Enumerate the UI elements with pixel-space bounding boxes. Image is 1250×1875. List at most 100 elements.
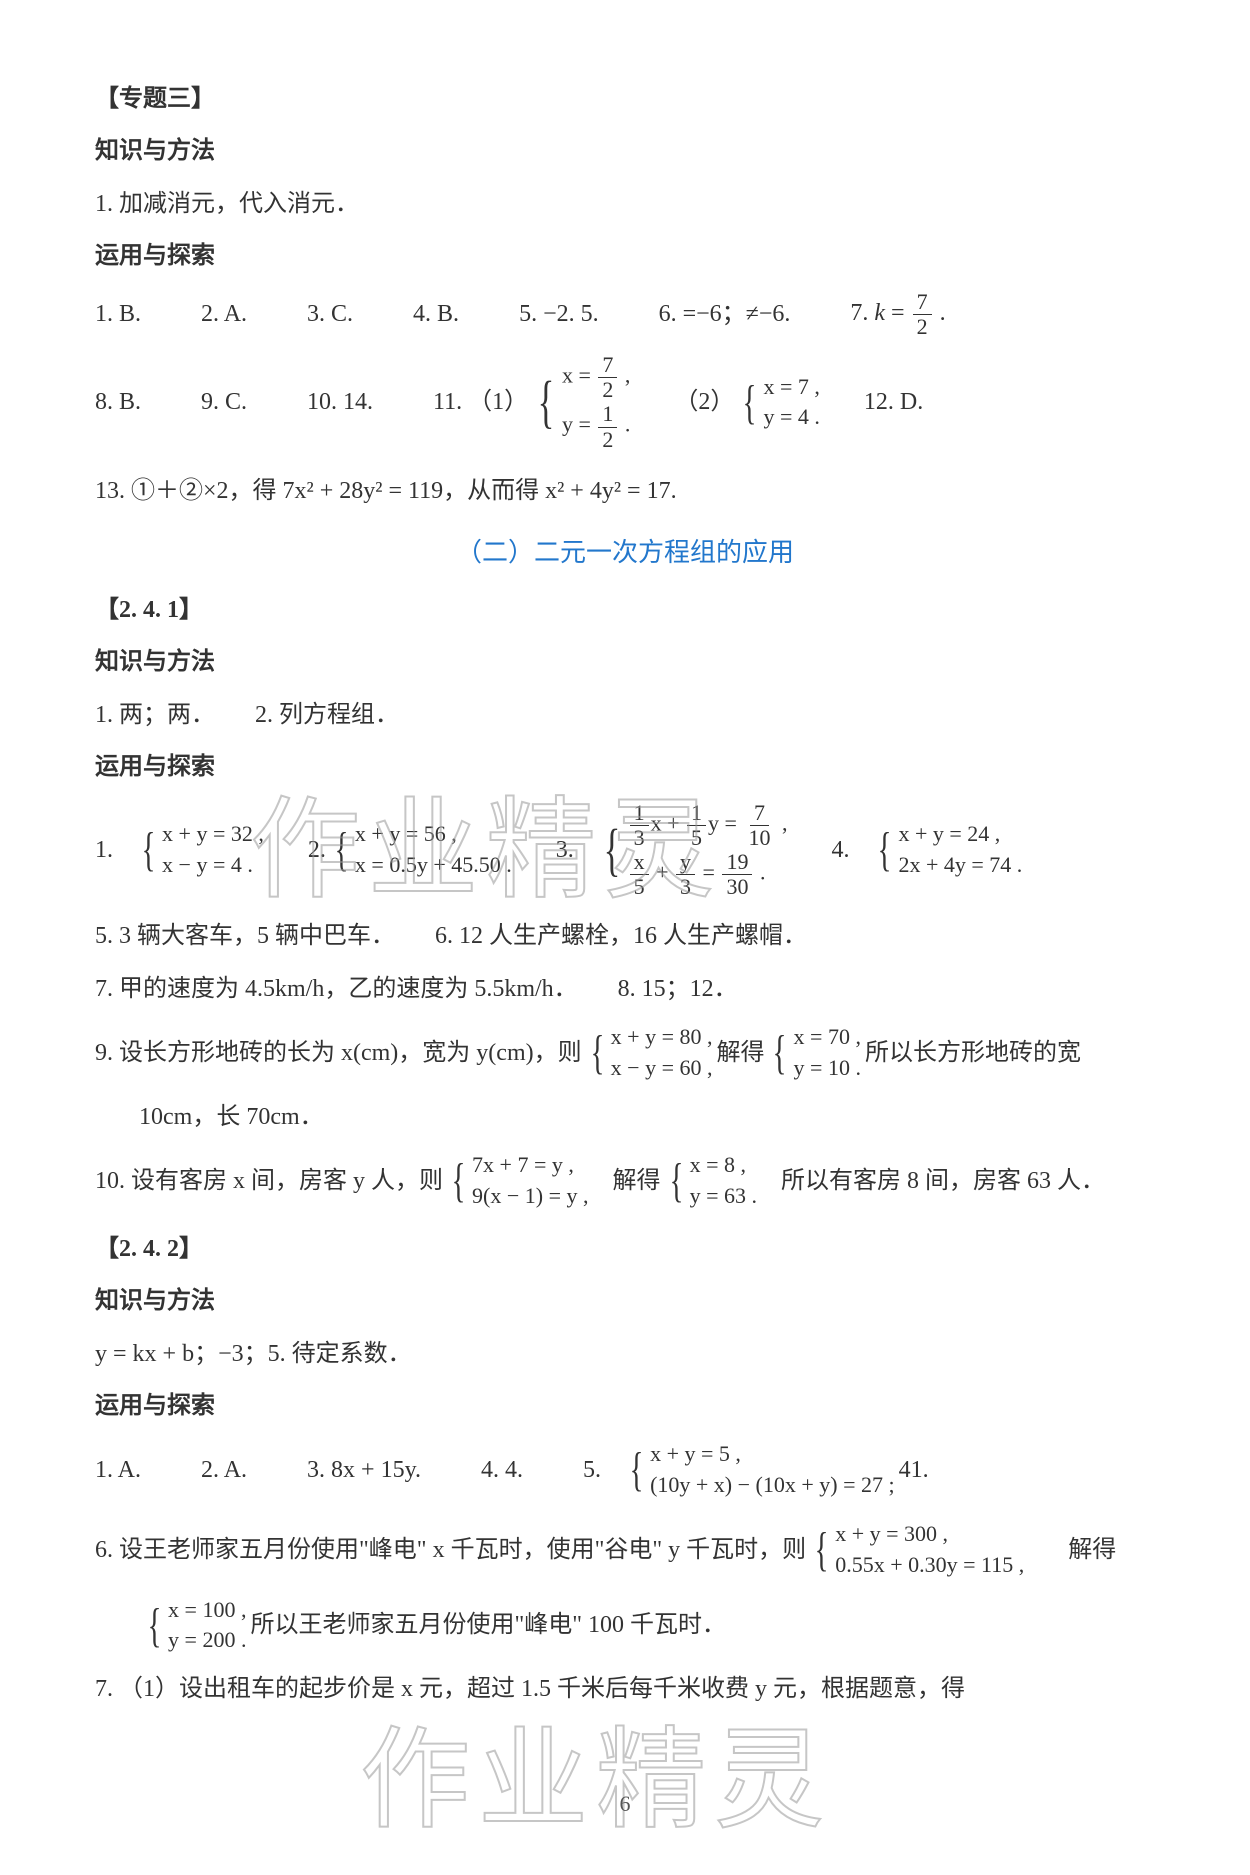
- denominator: 3: [630, 826, 649, 850]
- answer: （2）: [674, 383, 734, 421]
- text: .: [754, 860, 765, 885]
- fraction: x5: [630, 850, 649, 899]
- numerator: 7: [913, 290, 932, 315]
- s242-r1: 1. A. 2. A. 3. 8x + 15y. 4. 4. 5. {x + y…: [95, 1439, 1155, 1501]
- denominator: 5: [630, 875, 649, 899]
- equation-system: {x = 70 ,y = 10 .: [768, 1022, 860, 1084]
- equation-row: x + y = 300 ,: [835, 1519, 1024, 1550]
- text: 所以有客房 8 间，房客 63 人．: [781, 1162, 1105, 1200]
- numerator: y: [676, 850, 695, 875]
- s242-sub1: 知识与方法: [95, 1282, 1155, 1320]
- fraction: 12: [598, 402, 617, 451]
- text: x +: [651, 810, 685, 835]
- equation-row: y = 200 .: [168, 1625, 246, 1656]
- equation-row: x = 100 ,: [168, 1595, 246, 1626]
- equation-row: x + y = 24 ,: [898, 819, 1022, 850]
- equation-system: { 13x + 15y = 710 , x5 + y3 = 1930 .: [598, 801, 788, 900]
- s241-r9b: 10cm，长 70cm．: [95, 1098, 1155, 1136]
- text: 2. 列方程组．: [255, 696, 399, 734]
- denominator: 2: [913, 315, 932, 339]
- numerator: 7: [598, 353, 617, 378]
- answer: 5.: [583, 1451, 601, 1489]
- equation-system: {x = 100 ,y = 200 .: [143, 1595, 246, 1657]
- text: y =: [562, 412, 596, 437]
- s242-r6: 6. 设王老师家五月份使用"峰电" x 千瓦时，使用"谷电" y 千瓦时，则 {…: [95, 1519, 1155, 1581]
- equation-system: {7x + 7 = y ,9(x − 1) = y ,: [447, 1150, 589, 1212]
- denominator: 10: [744, 826, 774, 850]
- denominator: 2: [598, 378, 617, 402]
- text: k: [874, 300, 885, 326]
- s242-p1: y = kx + b；−3；5. 待定系数．: [95, 1335, 1155, 1373]
- topic3-sub2: 运用与探索: [95, 237, 1155, 275]
- s242-r7: 7. （1）设出租车的起步价是 x 元，超过 1.5 千米后每千米收费 y 元，…: [95, 1670, 1155, 1708]
- numerator: 19: [722, 850, 752, 875]
- text: 解得: [613, 1162, 661, 1200]
- answer: 1. A.: [95, 1451, 141, 1489]
- text: y =: [708, 810, 742, 835]
- answer: 5. −2. 5.: [519, 295, 599, 333]
- s241-sub1: 知识与方法: [95, 643, 1155, 681]
- s241-r1: 1. {x + y = 32 ,x − y = 4 . 2. {x + y = …: [95, 801, 1155, 900]
- equation-row: 0.55x + 0.30y = 115 ,: [835, 1550, 1024, 1581]
- s241-p1: 1. 两；两． 2. 列方程组．: [95, 696, 1155, 734]
- text: 9. 设长方形地砖的长为 x(cm)，宽为 y(cm)，则: [95, 1034, 582, 1072]
- equation-system: {x + y = 300 ,0.55x + 0.30y = 115 ,: [810, 1519, 1024, 1581]
- equation-row: x = 8 ,: [690, 1150, 757, 1181]
- s241-sub2: 运用与探索: [95, 748, 1155, 786]
- s241-header: 【2. 4. 1】: [95, 591, 1155, 629]
- text: .: [940, 300, 946, 326]
- text: .: [619, 412, 630, 437]
- equation-system: {x + y = 80 ,x − y = 60 ,: [586, 1022, 713, 1084]
- text: 5. 3 辆大客车，5 辆中巴车．: [95, 917, 395, 955]
- answer: 6. =−6；≠−6.: [659, 295, 791, 333]
- page-number: 6: [620, 1791, 631, 1817]
- text: 8. 15；12．: [618, 970, 738, 1008]
- fraction: 1930: [722, 850, 752, 899]
- equation-row: x + y = 5 ,: [650, 1439, 895, 1470]
- text: 解得: [716, 1034, 764, 1072]
- text: 7.: [850, 300, 874, 326]
- equation-system: { x = 72 , y = 12 .: [532, 353, 630, 452]
- answer: 10. 14.: [307, 383, 373, 421]
- equation-system: { x = 7 , y = 4 .: [738, 372, 819, 434]
- text: =: [697, 860, 720, 885]
- equation-row: x = 70 ,: [794, 1022, 861, 1053]
- numerator: x: [630, 850, 649, 875]
- text: 6. 12 人生产螺栓，16 人生产螺帽．: [435, 917, 807, 955]
- answer: 11. （1）: [433, 383, 528, 421]
- fraction: 15: [687, 801, 706, 850]
- equation-row: y = 4 .: [763, 402, 819, 433]
- equation-row: x + y = 80 ,: [611, 1022, 713, 1053]
- s241-r10: 10. 设有客房 x 间，房客 y 人，则 {7x + 7 = y ,9(x −…: [95, 1150, 1155, 1212]
- denominator: 3: [676, 875, 695, 899]
- num: 2.: [308, 831, 326, 869]
- answer: 8. B.: [95, 383, 141, 421]
- text: +: [651, 860, 674, 885]
- answer: 3. 8x + 15y.: [307, 1451, 421, 1489]
- s241-r7r8: 7. 甲的速度为 4.5km/h，乙的速度为 5.5km/h． 8. 15；12…: [95, 970, 1155, 1008]
- equation-row: x − y = 60 ,: [611, 1053, 713, 1084]
- num: 4.: [831, 831, 849, 869]
- fraction: y3: [676, 850, 695, 899]
- equation-row: x = 0.5y + 45.50 .: [355, 850, 512, 881]
- fraction: 72: [913, 290, 932, 339]
- s242-header: 【2. 4. 2】: [95, 1230, 1155, 1268]
- text: 解得: [1068, 1531, 1116, 1569]
- equation-system: {x + y = 32 ,x − y = 4 .: [137, 819, 264, 881]
- topic3-row2: 8. B. 9. C. 10. 14. 11. （1） { x = 72 , y…: [95, 353, 1155, 452]
- equation-row: y = 63 .: [690, 1181, 757, 1212]
- numerator: 1: [598, 402, 617, 427]
- text: 所以长方形地砖的宽: [865, 1034, 1081, 1072]
- answer: 1. B.: [95, 295, 141, 333]
- equation-system: {x = 8 ,y = 63 .: [665, 1150, 757, 1212]
- equation-row: 7x + 7 = y ,: [472, 1150, 588, 1181]
- s242-sub2: 运用与探索: [95, 1387, 1155, 1425]
- equation-row: 2x + 4y = 74 .: [898, 850, 1022, 881]
- topic3-row3: 13. ①＋②×2，得 7x² + 28y² = 119，从而得 x² + 4y…: [95, 472, 1155, 510]
- text: 10. 设有客房 x 间，房客 y 人，则: [95, 1162, 443, 1200]
- fraction: 13: [630, 801, 649, 850]
- answer: 2. A.: [201, 295, 247, 333]
- s242-r6b: {x = 100 ,y = 200 . 所以王老师家五月份使用"峰电" 100 …: [95, 1595, 1155, 1657]
- numerator: 7: [750, 801, 769, 826]
- section-title: （二）二元一次方程组的应用: [95, 532, 1155, 569]
